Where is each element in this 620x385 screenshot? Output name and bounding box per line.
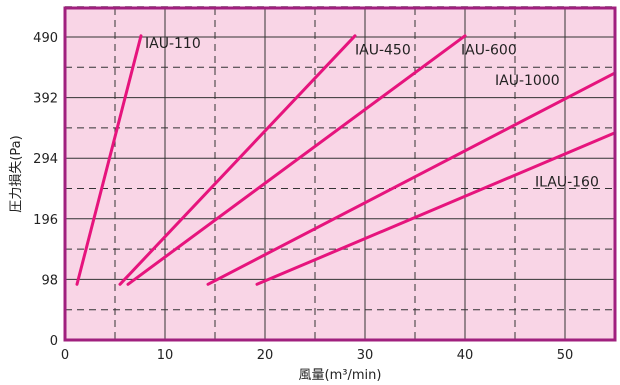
plot-background [65,8,615,340]
y-axis-ticks: 0 98 196 294 392 490 [33,31,58,349]
series-lines [75,34,617,286]
series-label-iau-110: IAU-110 [145,36,201,52]
y-tick-label: 0 [50,334,58,349]
series-label-ilau-160: ILAU-160 [535,175,599,191]
series-label-iau-1000: IAU-1000 [495,73,560,89]
x-tick-label: 20 [257,348,274,363]
series-line-iau-1000 [206,71,617,286]
y-tick-label: 98 [41,273,58,288]
x-axis-title: 風量(m³/min) [299,368,382,383]
x-tick-label: 0 [61,348,69,363]
y-axis-title: 圧力損失(Pa) [9,135,24,212]
plot-frame [63,6,617,342]
x-tick-label: 10 [157,348,174,363]
series-line-iau-600 [126,34,467,286]
series-line-iau-110 [75,34,143,286]
y-tick-label: 196 [33,213,58,228]
y-tick-label: 294 [33,152,58,167]
x-tick-label: 50 [557,348,574,363]
series-line-ilau-160 [255,131,617,286]
y-tick-label: 490 [33,31,58,46]
x-axis-ticks: 0 10 20 30 40 50 [61,348,573,363]
series-line-iau-450 [118,34,357,286]
x-tick-label: 40 [457,348,474,363]
y-tick-label: 392 [33,92,58,107]
series-label-iau-600: IAU-600 [461,42,517,58]
series-label-iau-450: IAU-450 [355,42,411,58]
x-tick-label: 30 [357,348,374,363]
series-labels: IAU-110 IAU-450 IAU-600 IAU-1000 ILAU-160 [145,36,599,191]
